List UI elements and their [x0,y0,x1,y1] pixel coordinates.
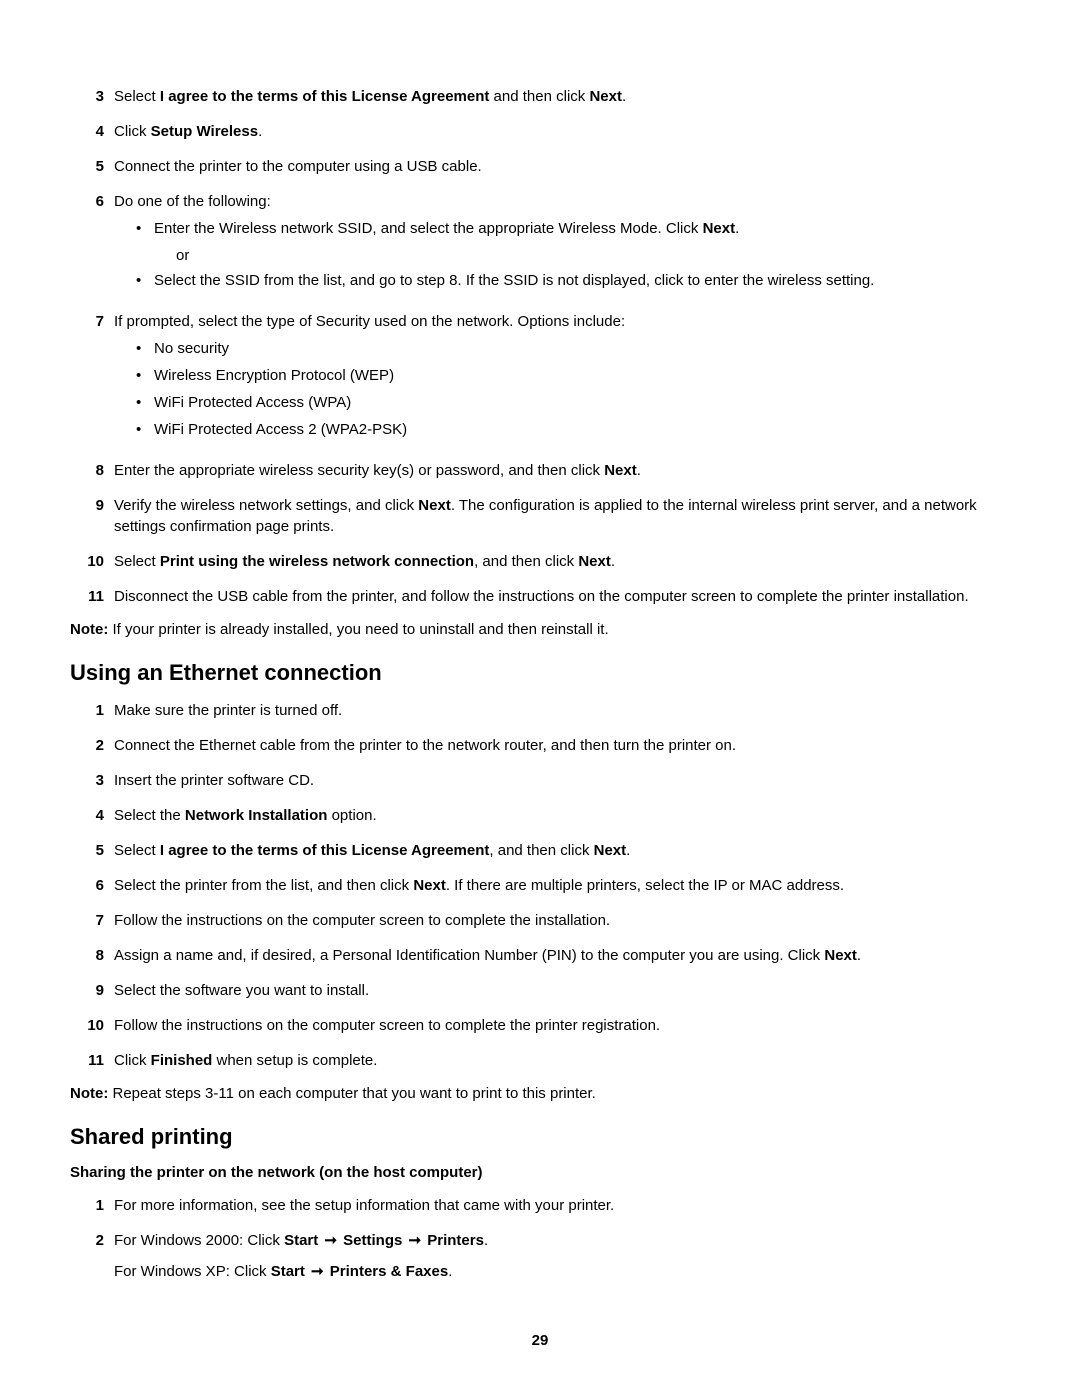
step-body: Connect the Ethernet cable from the prin… [114,735,1010,756]
sub-list: No security Wireless Encryption Protocol … [114,338,1010,440]
shared-printing-heading: Shared printing [70,1124,1010,1150]
list-item: 9Verify the wireless network settings, a… [70,495,1010,537]
step-number: 11 [70,586,114,607]
list-item: 8Enter the appropriate wireless security… [70,460,1010,481]
list-item: 8Assign a name and, if desired, a Person… [70,945,1010,966]
step-number: 7 [70,910,114,931]
step-body: Assign a name and, if desired, a Persona… [114,945,1010,966]
step-body: Click Finished when setup is complete. [114,1050,1010,1071]
sub-list-item: WiFi Protected Access (WPA) [136,392,1010,413]
step-number: 4 [70,805,114,826]
list-item: 4Select the Network Installation option. [70,805,1010,826]
shared-printing-subhead: Sharing the printer on the network (on t… [70,1164,1010,1181]
step-number: 8 [70,945,114,966]
step-number: 4 [70,121,114,142]
step-body: Select the printer from the list, and th… [114,875,1010,896]
list-item: 7Follow the instructions on the computer… [70,910,1010,931]
list-item: 2For Windows 2000: Click Start ➞ Setting… [70,1230,1010,1282]
sub-list-item: Wireless Encryption Protocol (WEP) [136,365,1010,386]
list-item: 1Make sure the printer is turned off. [70,700,1010,721]
list-item: 10Follow the instructions on the compute… [70,1015,1010,1036]
step-number: 8 [70,460,114,481]
step-body: Select the software you want to install. [114,980,1010,1001]
sub-list-item: Select the SSID from the list, and go to… [136,270,1010,291]
list-item: 7If prompted, select the type of Securit… [70,311,1010,446]
list-item: 3Select I agree to the terms of this Lic… [70,86,1010,107]
step-body: Follow the instructions on the computer … [114,1015,1010,1036]
list-item: 6Select the printer from the list, and t… [70,875,1010,896]
step-body: Make sure the printer is turned off. [114,700,1010,721]
step-number: 1 [70,700,114,721]
step-number: 1 [70,1195,114,1216]
step-number: 2 [70,1230,114,1251]
list-item: 11Click Finished when setup is complete. [70,1050,1010,1071]
step-number: 5 [70,840,114,861]
step-number: 7 [70,311,114,332]
ethernet-note: Note: Repeat steps 3-11 on each computer… [70,1085,1010,1102]
document-page: 3Select I agree to the terms of this Lic… [0,0,1080,1397]
step-number: 2 [70,735,114,756]
step-body: Do one of the following:Enter the Wirele… [114,191,1010,297]
sub-list-item: Enter the Wireless network SSID, and sel… [136,218,1010,239]
page-number: 29 [0,1332,1080,1349]
sub-list-item: No security [136,338,1010,359]
sub-list-item: WiFi Protected Access 2 (WPA2-PSK) [136,419,1010,440]
step-number: 6 [70,191,114,212]
step-body: Select Print using the wireless network … [114,551,1010,572]
step-number: 3 [70,770,114,791]
list-item: 5Select I agree to the terms of this Lic… [70,840,1010,861]
wireless-steps-list: 3Select I agree to the terms of this Lic… [70,86,1010,607]
list-item: 3Insert the printer software CD. [70,770,1010,791]
shared-printing-steps-list: 1For more information, see the setup inf… [70,1195,1010,1282]
step-body: Connect the printer to the computer usin… [114,156,1010,177]
list-item: 4Click Setup Wireless. [70,121,1010,142]
list-item: 10Select Print using the wireless networ… [70,551,1010,572]
list-item: 1For more information, see the setup inf… [70,1195,1010,1216]
step-body: Follow the instructions on the computer … [114,910,1010,931]
step-number: 10 [70,1015,114,1036]
step-number: 10 [70,551,114,572]
step-body: If prompted, select the type of Security… [114,311,1010,446]
step-number: 5 [70,156,114,177]
or-label: or [176,245,1010,266]
step-body: Click Setup Wireless. [114,121,1010,142]
step-number: 11 [70,1050,114,1071]
wireless-note: Note: If your printer is already install… [70,621,1010,638]
ethernet-heading: Using an Ethernet connection [70,660,1010,686]
step-body: Verify the wireless network settings, an… [114,495,1010,537]
list-item: 5Connect the printer to the computer usi… [70,156,1010,177]
list-item: 9Select the software you want to install… [70,980,1010,1001]
list-item: 11Disconnect the USB cable from the prin… [70,586,1010,607]
step-number: 9 [70,495,114,516]
step-body: For Windows 2000: Click Start ➞ Settings… [114,1230,1010,1282]
step-body: Select I agree to the terms of this Lice… [114,840,1010,861]
ethernet-steps-list: 1Make sure the printer is turned off.2Co… [70,700,1010,1071]
step-body: Disconnect the USB cable from the printe… [114,586,1010,607]
list-item: 6Do one of the following:Enter the Wirel… [70,191,1010,297]
step-number: 6 [70,875,114,896]
step-body: Select I agree to the terms of this Lice… [114,86,1010,107]
step-number: 3 [70,86,114,107]
step-body: Select the Network Installation option. [114,805,1010,826]
step-body: Insert the printer software CD. [114,770,1010,791]
step-body: For more information, see the setup info… [114,1195,1010,1216]
list-item: 2Connect the Ethernet cable from the pri… [70,735,1010,756]
step-body: Enter the appropriate wireless security … [114,460,1010,481]
sub-list: Enter the Wireless network SSID, and sel… [114,218,1010,291]
step-number: 9 [70,980,114,1001]
